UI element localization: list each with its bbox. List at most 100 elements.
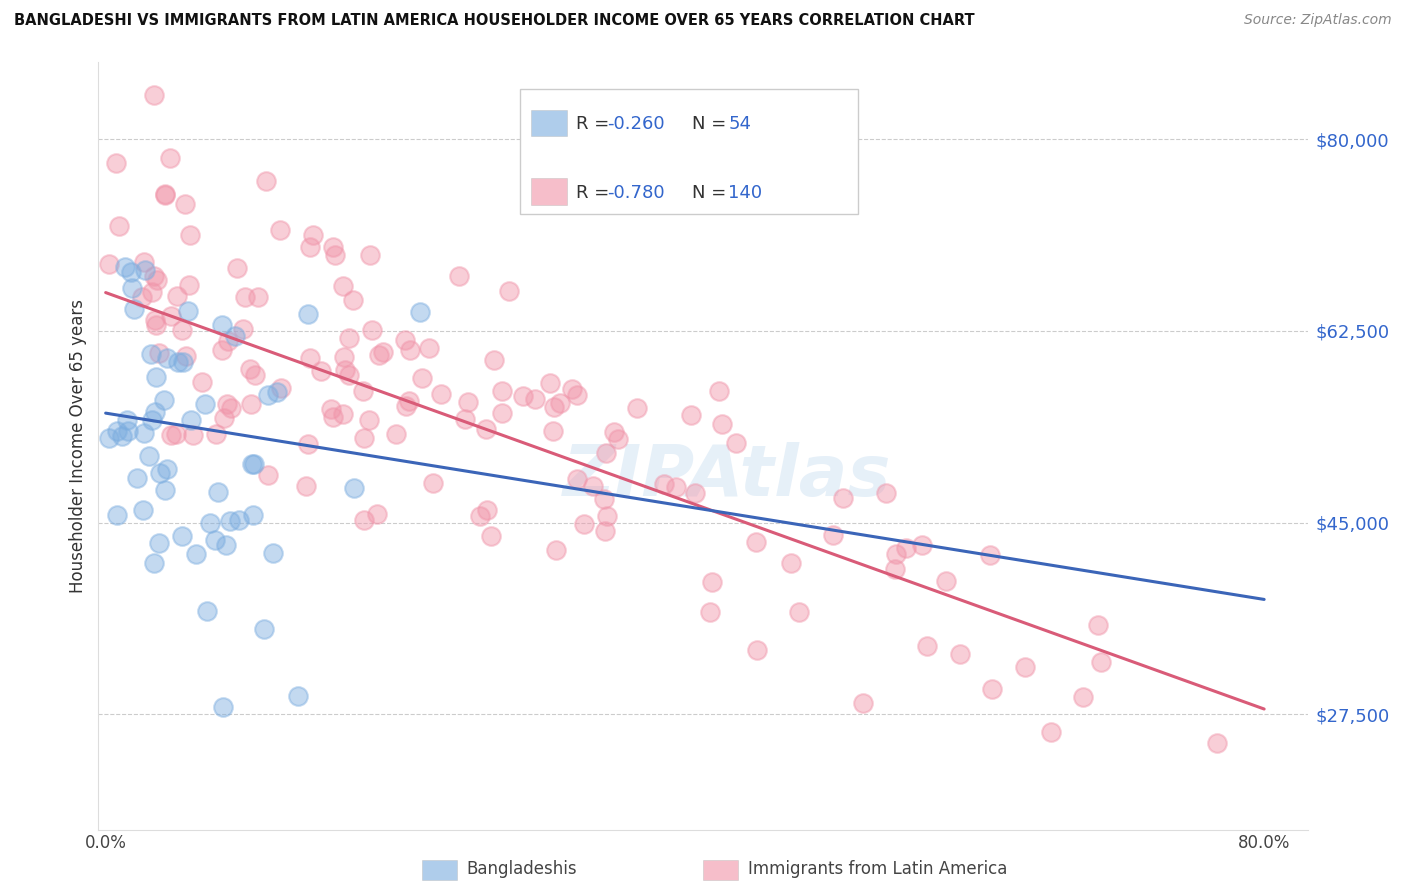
Point <box>121 281 143 295</box>
Point <box>117 424 139 438</box>
Point <box>745 642 768 657</box>
Point <box>239 362 262 376</box>
Point <box>593 524 616 538</box>
Point <box>256 468 278 483</box>
Point <box>322 239 344 253</box>
Point <box>179 227 201 242</box>
Point <box>724 436 747 450</box>
Point <box>683 486 706 500</box>
Point <box>224 329 246 343</box>
Point <box>148 466 170 480</box>
Point <box>219 514 242 528</box>
Point <box>332 278 354 293</box>
Text: BANGLADESHI VS IMMIGRANTS FROM LATIN AMERICA HOUSEHOLDER INCOME OVER 65 YEARS CO: BANGLADESHI VS IMMIGRANTS FROM LATIN AME… <box>14 13 974 29</box>
Point <box>482 352 505 367</box>
Point <box>200 516 222 530</box>
Point <box>422 475 444 490</box>
Point <box>176 349 198 363</box>
Point <box>146 273 169 287</box>
Point <box>139 346 162 360</box>
Point <box>565 388 588 402</box>
Point <box>142 268 165 283</box>
Point <box>582 479 605 493</box>
Point <box>141 413 163 427</box>
Point <box>538 376 561 391</box>
Point <box>454 412 477 426</box>
Point <box>122 302 145 317</box>
Point <box>832 491 855 505</box>
Point <box>744 535 766 549</box>
Point <box>323 248 346 262</box>
Point <box>603 425 626 440</box>
Point <box>395 399 418 413</box>
Point <box>177 304 200 318</box>
Point <box>309 364 332 378</box>
Point <box>297 307 319 321</box>
Point <box>299 240 322 254</box>
Point <box>457 395 479 409</box>
Point <box>409 305 432 319</box>
Point <box>183 427 205 442</box>
Point <box>821 528 844 542</box>
Point <box>398 393 420 408</box>
Point <box>852 696 875 710</box>
Point <box>1040 725 1063 739</box>
Point <box>780 556 803 570</box>
Point <box>366 507 388 521</box>
Point <box>595 509 617 524</box>
Y-axis label: Householder Income Over 65 years: Householder Income Over 65 years <box>69 299 87 593</box>
Point <box>219 401 242 415</box>
Point <box>394 334 416 348</box>
Point <box>155 483 177 497</box>
Point <box>170 529 193 543</box>
Point <box>148 346 170 360</box>
Point <box>479 529 502 543</box>
Point <box>353 513 375 527</box>
Point <box>105 508 128 522</box>
Point <box>592 492 614 507</box>
Point <box>1014 659 1036 673</box>
Point <box>884 547 907 561</box>
Point <box>174 197 197 211</box>
Point <box>367 348 389 362</box>
Point <box>270 381 292 395</box>
Point <box>148 536 170 550</box>
Point <box>949 647 972 661</box>
Point <box>352 384 374 399</box>
Point <box>787 605 810 619</box>
Point <box>98 431 121 445</box>
Point <box>134 263 156 277</box>
Point <box>512 389 534 403</box>
Point <box>115 413 138 427</box>
Point <box>105 424 128 438</box>
Point <box>240 457 263 471</box>
Point <box>166 288 188 302</box>
Text: N =: N = <box>692 184 731 202</box>
Point <box>120 265 142 279</box>
Point <box>298 351 321 365</box>
Point <box>211 318 233 333</box>
Point <box>523 392 546 406</box>
Point <box>411 371 433 385</box>
Point <box>665 480 688 494</box>
Point <box>449 269 471 284</box>
Point <box>707 384 730 398</box>
Point <box>138 450 160 464</box>
Point <box>979 549 1001 563</box>
Point <box>211 343 233 358</box>
Point <box>699 605 721 619</box>
Point <box>257 387 280 401</box>
Text: ZIPAtlas: ZIPAtlas <box>562 442 891 511</box>
Point <box>211 700 233 714</box>
Text: 54: 54 <box>728 115 751 133</box>
Point <box>184 547 207 561</box>
Point <box>652 477 675 491</box>
Point <box>156 462 179 476</box>
Point <box>134 426 156 441</box>
Point <box>475 422 498 436</box>
Point <box>204 427 226 442</box>
Point <box>287 689 309 703</box>
Point <box>371 345 394 359</box>
Point <box>228 513 250 527</box>
Text: N =: N = <box>692 115 731 133</box>
